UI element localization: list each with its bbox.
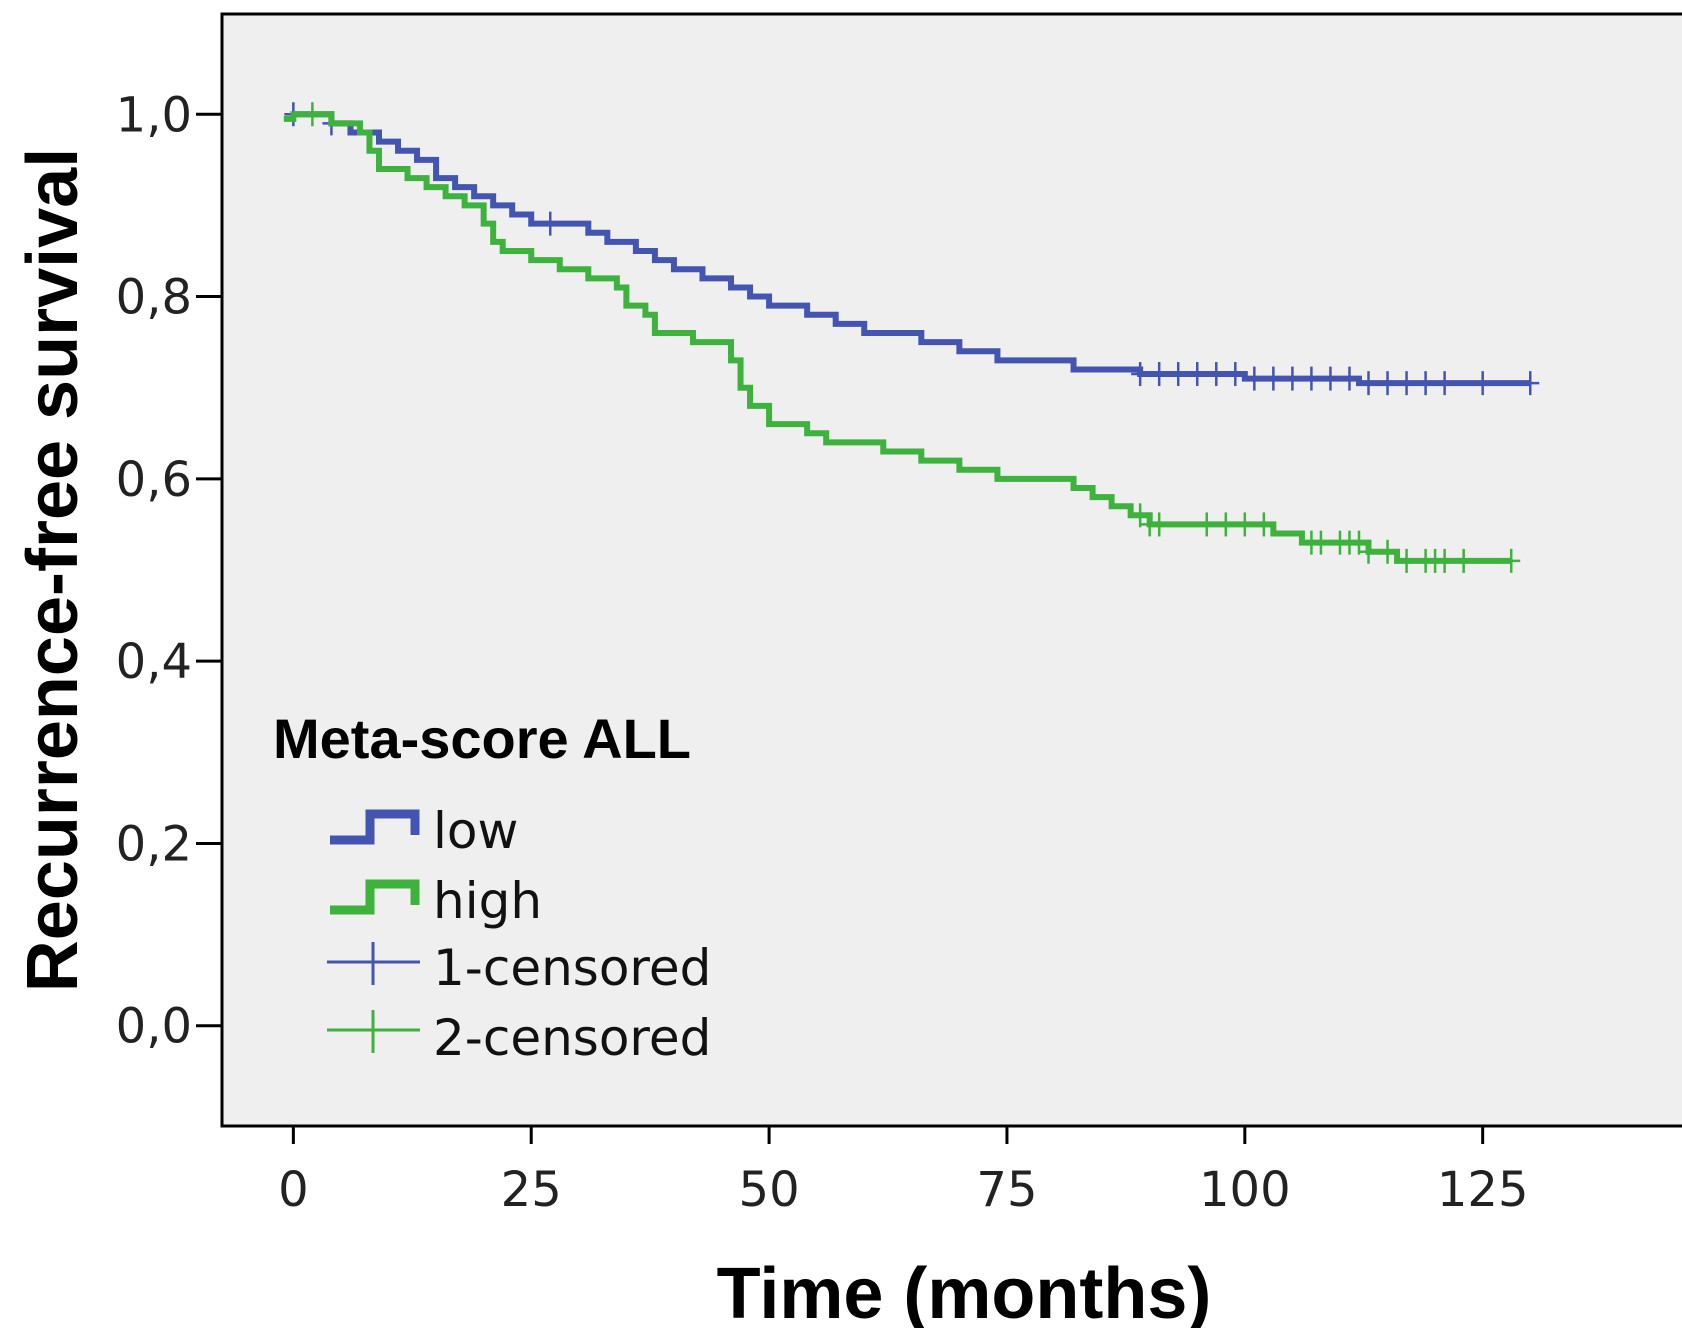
y-axis-title: Recurrence-free survival [13,148,93,992]
censor-mark-low [1321,366,1340,391]
legend-label-censored-low: 1-censored [433,939,711,997]
legend-swatch-low [330,809,420,845]
censor-mark-high [1359,539,1378,564]
censor-mark-high [1454,548,1473,573]
y-tick-label: 0,2 [116,816,192,872]
legend-swatch-censored-low [327,942,420,985]
censor-mark-high [1311,530,1330,555]
y-tick-label: 0,6 [116,452,192,508]
y-tick-label: 0,8 [116,270,192,326]
x-axis-title: Time (months) [717,1254,1212,1328]
x-tick-label: 100 [1199,1162,1291,1218]
x-axis: 0 25 50 75 100 125 [278,1126,1528,1218]
censor-mark-high [1235,512,1254,537]
legend-title: Meta-score ALL [273,707,691,770]
x-tick-label: 125 [1437,1162,1529,1218]
censor-mark-high [1502,548,1521,573]
legend-label-high: high [433,872,542,930]
censor-mark-low [1521,371,1540,396]
series-layer [283,102,1540,573]
censor-mark-low [1131,362,1150,387]
censor-mark-low [1397,371,1416,396]
censor-mark-low [1264,366,1283,391]
censor-mark-high [1435,548,1454,573]
legend-swatch-high [330,879,420,915]
censor-mark-low [1416,371,1435,396]
legend-label-censored-high: 2-censored [433,1009,711,1067]
series-high [283,102,1521,573]
censor-mark-low [1207,362,1226,387]
censor-mark-low [1302,366,1321,391]
censor-mark-high [303,102,322,127]
censor-mark-high [1378,539,1397,564]
series-line-low [293,111,1531,387]
y-tick-label: 0,4 [116,634,192,690]
x-tick-label: 25 [501,1162,562,1218]
censor-mark-low [1150,362,1169,387]
censor-mark-high [1254,512,1273,537]
censor-mark-low [1340,366,1359,391]
series-low [284,102,1540,396]
censor-mark-low [1359,371,1378,396]
y-axis: 0,0 0,2 0,4 0,6 0,8 1,0 [116,87,222,1055]
censor-mark-low [1188,362,1207,387]
censor-mark-high [1197,512,1216,537]
x-tick-label: 0 [278,1162,309,1218]
censor-mark-high [1397,548,1416,573]
censor-mark-low [1169,362,1188,387]
censor-mark-low [1435,371,1454,396]
y-tick-label: 0,0 [116,999,192,1055]
censor-mark-high [1216,512,1235,537]
legend: Meta-score ALL low high 1-censored 2-cen… [273,707,711,1067]
censor-mark-low [1378,371,1397,396]
series-line-high [283,111,1512,564]
censor-mark-high [1150,512,1169,537]
censor-mark-low [1245,366,1264,391]
legend-label-low: low [433,802,518,860]
y-tick-label: 1,0 [116,87,192,143]
censor-mark-low [1283,366,1302,391]
censor-mark-low [541,211,560,236]
x-tick-label: 75 [976,1162,1037,1218]
censor-mark-high [1131,503,1150,528]
x-tick-label: 50 [739,1162,800,1218]
legend-swatch-censored-high [327,1010,420,1053]
censor-mark-low [1473,371,1492,396]
censor-mark-high [1349,530,1368,555]
censor-mark-low [1226,362,1245,387]
